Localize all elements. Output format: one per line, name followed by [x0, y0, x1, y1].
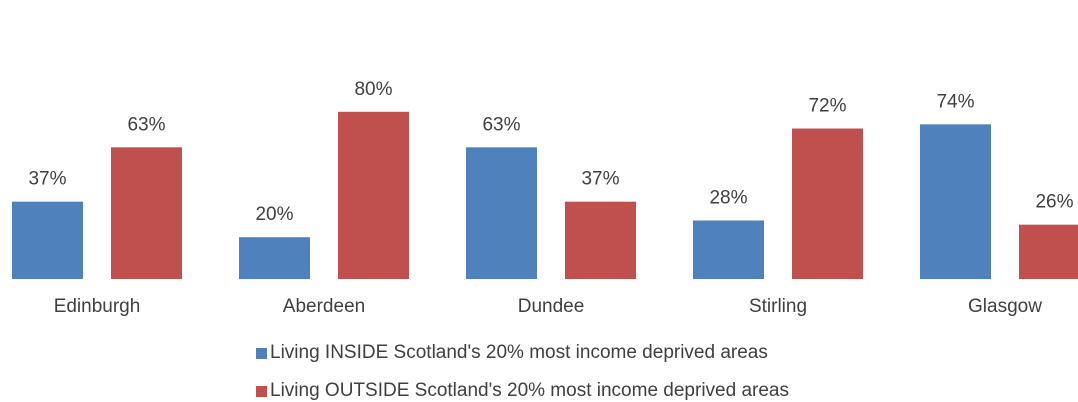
category-label-dundee: Dundee	[518, 296, 585, 317]
bar-glasgow-outside	[1019, 224, 1078, 279]
bar-edinburgh-outside	[111, 147, 182, 279]
legend-swatch-outside	[256, 385, 267, 397]
data-label-stirling-inside: 28%	[709, 187, 747, 208]
bar-aberdeen-outside	[338, 111, 409, 279]
legend-label-inside: Living INSIDE Scotland's 20% most income…	[270, 342, 768, 363]
bar-chart: 37% 63% Edinburgh 20% 80% Aberdeen 63% 37% Dunde…	[12, 79, 1078, 317]
category-label-stirling: Stirling	[749, 296, 807, 317]
bar-glasgow-inside	[920, 124, 991, 279]
bar-edinburgh-inside	[12, 201, 83, 279]
data-label-edinburgh-inside: 37%	[28, 169, 66, 190]
data-label-dundee-outside: 37%	[581, 169, 619, 190]
legend-item-inside: Living INSIDE Scotland's 20% most income…	[256, 342, 768, 364]
data-label-glasgow-inside: 74%	[936, 91, 974, 112]
bar-dundee-inside	[466, 147, 537, 279]
data-label-stirling-outside: 72%	[808, 96, 846, 117]
bar-stirling-inside	[693, 220, 764, 279]
bar-dundee-outside	[565, 201, 636, 279]
category-label-glasgow: Glasgow	[968, 296, 1042, 317]
category-label-edinburgh: Edinburgh	[54, 296, 141, 317]
legend-swatch-inside	[256, 347, 267, 359]
bar-stirling-outside	[792, 128, 863, 279]
data-label-aberdeen-outside: 80%	[354, 79, 392, 100]
data-label-dundee-inside: 63%	[482, 114, 520, 135]
bar-aberdeen-inside	[239, 237, 310, 279]
legend-item-outside: Living OUTSIDE Scotland's 20% most incom…	[256, 380, 789, 402]
data-label-glasgow-outside: 26%	[1035, 192, 1073, 213]
data-label-aberdeen-inside: 20%	[255, 204, 293, 225]
data-label-edinburgh-outside: 63%	[127, 114, 165, 135]
category-label-aberdeen: Aberdeen	[283, 296, 365, 317]
legend-label-outside: Living OUTSIDE Scotland's 20% most incom…	[270, 380, 789, 401]
